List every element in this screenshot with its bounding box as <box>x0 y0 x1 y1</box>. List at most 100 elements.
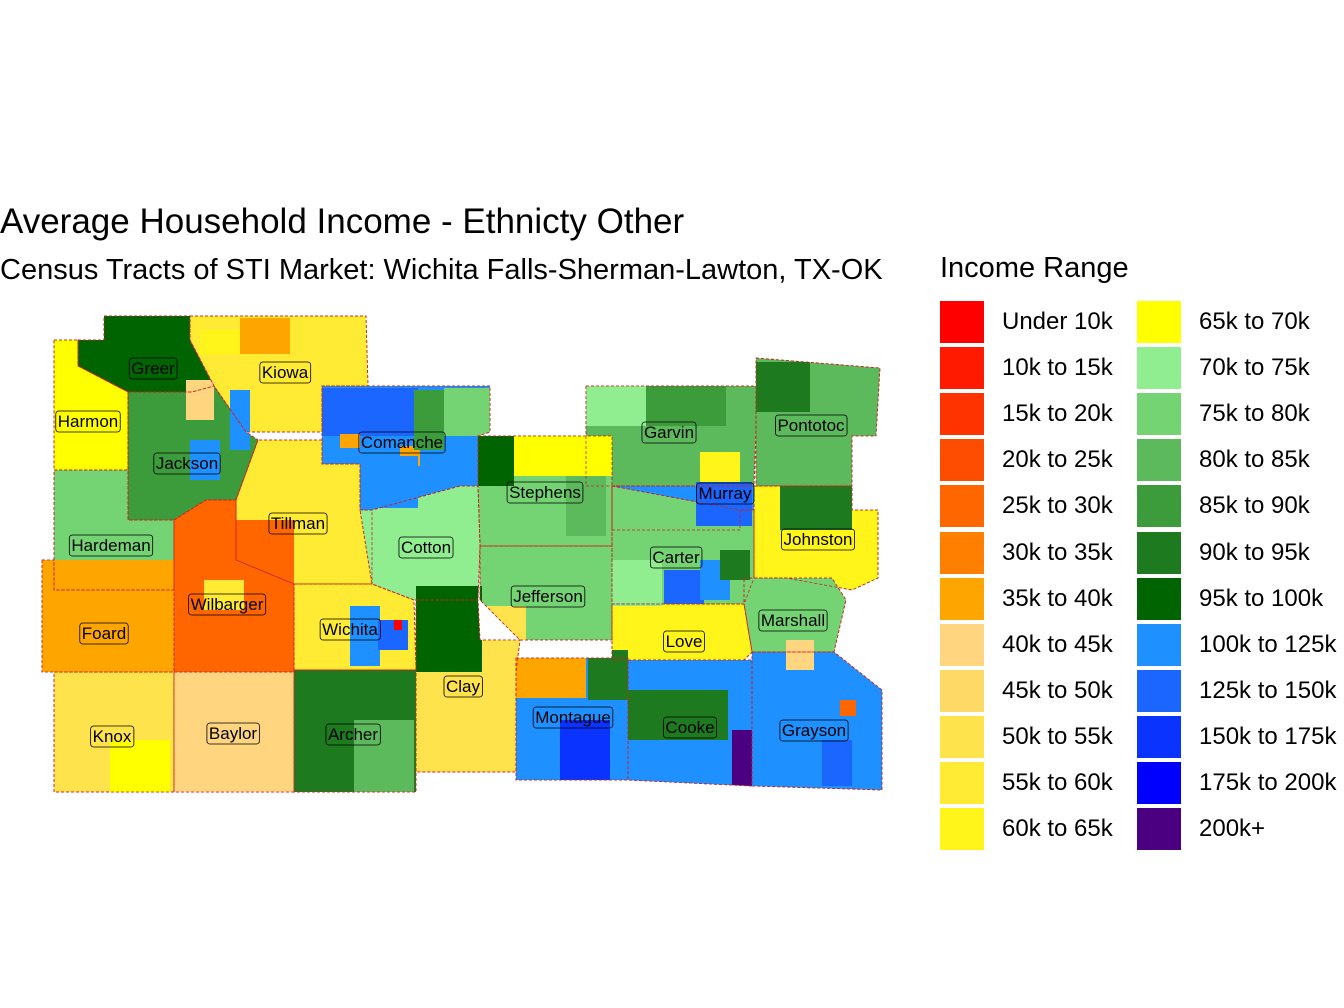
county-label-text: Carter <box>652 548 700 567</box>
legend-swatch <box>940 577 984 620</box>
tract-patch <box>516 658 586 698</box>
legend-item: 55k to 60k <box>940 761 1113 805</box>
county-label-text: Tillman <box>271 514 325 533</box>
legend-swatch <box>1137 347 1181 390</box>
legend-item: 150k to 175k <box>1137 715 1336 759</box>
legend-swatch <box>1137 577 1181 620</box>
legend-item: 30k to 35k <box>940 531 1113 575</box>
county-label-box <box>68 534 154 557</box>
legend-item: 45k to 50k <box>940 669 1113 713</box>
legend-item: 200k+ <box>1137 807 1265 851</box>
county-label: Pontotoc <box>775 414 848 437</box>
tract-patch <box>786 640 814 670</box>
tract-detail <box>42 316 856 792</box>
map-title: Average Household Income - Ethnicty Othe… <box>0 202 685 241</box>
county-label-text: Jefferson <box>513 587 583 606</box>
choropleth-map: Greer Kiowa Harmon Jackson Comanche Garvin Pon… <box>41 315 883 793</box>
county-label-text: Grayson <box>782 721 846 740</box>
map-subtitle: Census Tracts of STI Market: Wichita Fal… <box>0 254 883 286</box>
county-border <box>173 499 295 673</box>
county-label-box <box>55 410 121 433</box>
county-label: Harmon <box>55 410 121 433</box>
county-label-text: Johnston <box>784 530 853 549</box>
legend-label: 90k to 95k <box>1199 538 1310 566</box>
county-label: Jackson <box>153 452 221 475</box>
county-label-box <box>128 357 178 380</box>
legend-item: 25k to 30k <box>940 484 1113 528</box>
county-label-box <box>90 725 135 748</box>
county-label-text: Love <box>666 632 703 651</box>
tract-patch <box>586 386 646 426</box>
county-label: Greer <box>128 357 178 380</box>
county-label-text: Foard <box>82 624 126 643</box>
tract-patch <box>354 720 414 792</box>
legend-swatch <box>940 301 984 343</box>
county-labels: Greer Kiowa Harmon Jackson Comanche Garvin Pon… <box>55 357 855 748</box>
county-label-text: Clay <box>446 677 481 696</box>
county-label-box <box>663 716 717 739</box>
county-label-text: Kiowa <box>262 363 309 382</box>
legend-label: 40k to 45k <box>1002 630 1113 658</box>
county-border <box>293 583 417 671</box>
legend-swatch <box>1137 485 1181 528</box>
county-label-box <box>358 431 446 454</box>
legend-item: Under 10k <box>940 300 1113 344</box>
tract-patch <box>646 386 726 426</box>
county-border <box>627 659 753 787</box>
legend-item: 175k to 200k <box>1137 761 1336 805</box>
legend-item: 100k to 125k <box>1137 623 1336 667</box>
legend-swatch <box>940 715 984 758</box>
legend-label: 75k to 80k <box>1199 400 1310 428</box>
county-label: Foard <box>79 622 129 645</box>
county-label: Cooke <box>663 716 717 739</box>
tract-patch <box>110 740 170 792</box>
county-label: Stephens <box>506 481 584 504</box>
county-label: Garvin <box>641 421 697 444</box>
legend-swatch <box>1137 762 1181 804</box>
legend-swatch <box>1137 531 1181 574</box>
legend-swatch <box>1137 301 1181 343</box>
county-label: Carter <box>649 546 703 569</box>
county-border <box>479 545 613 641</box>
tract-patch <box>720 550 750 580</box>
legend-item: 65k to 70k <box>1137 300 1310 344</box>
tract-patch <box>566 476 606 536</box>
tract-patch <box>378 620 408 650</box>
legend-label: 150k to 175k <box>1199 722 1337 750</box>
tract-patch <box>104 316 190 356</box>
county-border <box>611 485 755 605</box>
legend-swatch <box>940 808 984 851</box>
county-label-box <box>696 482 755 505</box>
county-label-box <box>775 414 848 437</box>
county-label-box <box>206 722 260 745</box>
legend-item: 40k to 45k <box>940 623 1113 667</box>
county-label: Jefferson <box>510 585 586 608</box>
county-label-text: Murray <box>699 484 752 503</box>
county-label-box <box>319 618 381 641</box>
legend-item: 85k to 90k <box>1137 484 1310 528</box>
county-border <box>293 669 417 793</box>
legend-label: 100k to 125k <box>1199 630 1337 658</box>
county-label-box <box>641 421 697 444</box>
legend-swatch <box>940 762 984 804</box>
county-label-text: Stephens <box>509 483 581 502</box>
legend-label: 200k+ <box>1199 815 1266 843</box>
legend-label: 50k to 55k <box>1002 722 1113 750</box>
legend-swatch <box>1137 623 1181 666</box>
county-label-box <box>325 723 381 746</box>
county-label-text: Jackson <box>156 454 218 473</box>
legend-label: 175k to 200k <box>1199 769 1337 796</box>
county-label-box <box>79 622 129 645</box>
county-border <box>515 657 629 781</box>
county-label: Grayson <box>779 719 849 742</box>
county-label-box <box>268 512 328 535</box>
legend-label: Under 10k <box>1002 308 1113 335</box>
tract-patch <box>822 740 852 786</box>
legend-swatch <box>940 669 984 712</box>
legend-swatch <box>940 393 984 436</box>
legend-swatch <box>1137 808 1181 851</box>
tract-patch <box>190 440 220 480</box>
legend-label: 30k to 35k <box>1002 538 1113 566</box>
tract-patch <box>350 606 380 666</box>
county-label-box <box>153 452 221 475</box>
